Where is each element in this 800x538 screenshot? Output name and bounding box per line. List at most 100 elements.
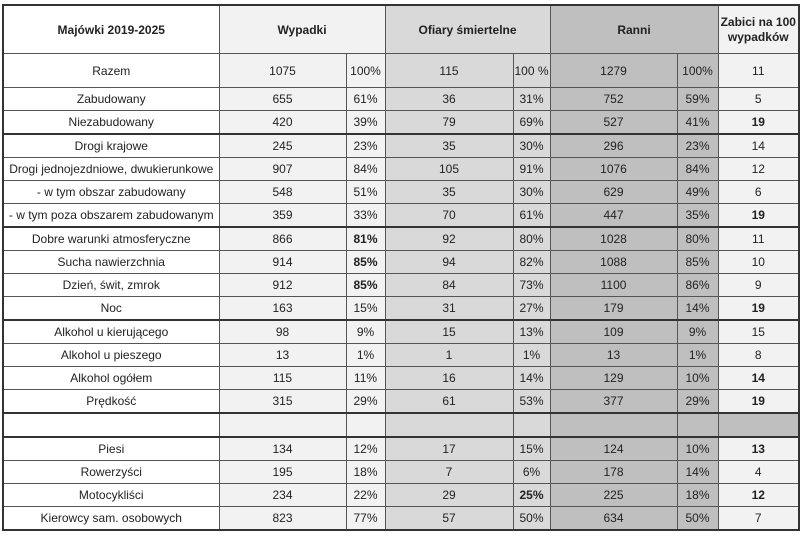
- header-ofiary: Ofiary śmiertelne: [384, 4, 551, 54]
- row-label: Piesi: [2, 436, 220, 461]
- table-body: Razem 1075 100% 115 100 % 1279 100% 11 Zabudowan…: [2, 53, 800, 531]
- zabici-per-100: 10: [717, 250, 800, 274]
- zabici-per-100: 12: [717, 157, 800, 181]
- ranni-percent: 80%: [676, 226, 719, 251]
- wypadki-count: 359: [218, 203, 347, 228]
- wypadki-count: 134: [218, 436, 347, 461]
- ofiary-percent: 61%: [512, 203, 551, 228]
- zabici-per-100: 4: [717, 460, 800, 484]
- row-label: [2, 412, 220, 438]
- ranni-count: 1088: [549, 250, 678, 274]
- row-label: Rowerzyści: [2, 460, 220, 484]
- row-label: Motocykliści: [2, 483, 220, 507]
- ranni-percent: 9%: [676, 319, 719, 344]
- zabici-per-100: [717, 412, 800, 438]
- ofiary-percent: 13%: [512, 319, 551, 344]
- row-label: Noc: [2, 296, 220, 321]
- ranni-percent: 100%: [676, 53, 719, 88]
- wypadki-count: 98: [218, 319, 347, 344]
- wypadki-count: 866: [218, 226, 347, 251]
- ranni-percent: [676, 412, 719, 438]
- ofiary-count: 15: [384, 319, 514, 344]
- table-row: - w tym obszar zabudowany 548 51% 35 30% 629 4…: [2, 180, 800, 204]
- wypadki-count: 234: [218, 483, 347, 507]
- wypadki-count: 195: [218, 460, 347, 484]
- ranni-percent: 49%: [676, 180, 719, 204]
- wypadki-count: [218, 412, 347, 438]
- header-row: Majówki 2019-2025 Wypadki Ofiary śmierte…: [2, 4, 800, 54]
- table-row: Zabudowany 655 61% 36 31% 752 59% 5: [2, 87, 800, 111]
- ranni-percent: 14%: [676, 460, 719, 484]
- ranni-count: 13: [549, 343, 678, 367]
- ofiary-percent: 73%: [512, 273, 551, 297]
- ranni-count: 124: [549, 436, 678, 461]
- wypadki-percent: [345, 412, 386, 438]
- wypadki-percent: 22%: [345, 483, 386, 507]
- ranni-percent: 50%: [676, 506, 719, 531]
- ofiary-count: 57: [384, 506, 514, 531]
- zabici-per-100: 13: [717, 436, 800, 461]
- wypadki-percent: 84%: [345, 157, 386, 181]
- wypadki-percent: 11%: [345, 366, 386, 390]
- row-label: - w tym poza obszarem zabudowanym: [2, 203, 220, 228]
- ofiary-count: 92: [384, 226, 514, 251]
- ofiary-count: 29: [384, 483, 514, 507]
- zabici-per-100: 19: [717, 203, 800, 228]
- ofiary-percent: 80%: [512, 226, 551, 251]
- ranni-count: 629: [549, 180, 678, 204]
- header-zabici: Zabici na 100 wypadków: [717, 4, 800, 54]
- ranni-count: 225: [549, 483, 678, 507]
- ofiary-percent: 53%: [512, 389, 551, 414]
- table-row: Motocykliści 234 22% 29 25% 225 18% 12: [2, 483, 800, 507]
- ofiary-count: 79: [384, 110, 514, 135]
- ranni-count: 527: [549, 110, 678, 135]
- ofiary-percent: 14%: [512, 366, 551, 390]
- ranni-count: 296: [549, 133, 678, 158]
- wypadki-percent: 51%: [345, 180, 386, 204]
- ranni-count: 1279: [549, 53, 678, 88]
- ofiary-percent: 69%: [512, 110, 551, 135]
- wypadki-count: 914: [218, 250, 347, 274]
- ofiary-count: 16: [384, 366, 514, 390]
- ranni-count: 129: [549, 366, 678, 390]
- wypadki-count: 655: [218, 87, 347, 111]
- table-row: Sucha nawierzchnia 914 85% 94 82% 1088 85% 10: [2, 250, 800, 274]
- ranni-percent: 84%: [676, 157, 719, 181]
- zabici-per-100: 19: [717, 296, 800, 321]
- ranni-count: 447: [549, 203, 678, 228]
- zabici-per-100: 7: [717, 506, 800, 531]
- wypadki-percent: 23%: [345, 133, 386, 158]
- ofiary-count: [384, 412, 514, 438]
- ofiary-percent: 50%: [512, 506, 551, 531]
- ranni-count: 178: [549, 460, 678, 484]
- ranni-percent: 1%: [676, 343, 719, 367]
- ranni-percent: 10%: [676, 366, 719, 390]
- table-row: Kierowcy sam. osobowych 823 77% 57 50% 634 50%…: [2, 506, 800, 531]
- ranni-percent: 29%: [676, 389, 719, 414]
- zabici-per-100: 15: [717, 319, 800, 344]
- ofiary-count: 36: [384, 87, 514, 111]
- ranni-count: 634: [549, 506, 678, 531]
- ranni-count: 752: [549, 87, 678, 111]
- wypadki-percent: 77%: [345, 506, 386, 531]
- ofiary-percent: 25%: [512, 483, 551, 507]
- ofiary-count: 17: [384, 436, 514, 461]
- ofiary-percent: [512, 412, 551, 438]
- ofiary-percent: 15%: [512, 436, 551, 461]
- ofiary-count: 35: [384, 180, 514, 204]
- ofiary-percent: 1%: [512, 343, 551, 367]
- ofiary-count: 7: [384, 460, 514, 484]
- ofiary-count: 105: [384, 157, 514, 181]
- table-row: [2, 412, 800, 438]
- row-label: Drogi jednojezdniowe, dwukierunkowe: [2, 157, 220, 181]
- zabici-per-100: 14: [717, 366, 800, 390]
- ofiary-percent: 100 %: [512, 53, 551, 88]
- table-row: Piesi 134 12% 17 15% 124 10% 13: [2, 436, 800, 461]
- ranni-percent: 23%: [676, 133, 719, 158]
- ofiary-count: 94: [384, 250, 514, 274]
- wypadki-percent: 85%: [345, 273, 386, 297]
- row-label: Dzień, świt, zmrok: [2, 273, 220, 297]
- ofiary-percent: 82%: [512, 250, 551, 274]
- zabici-per-100: 11: [717, 53, 800, 88]
- table-row: Drogi jednojezdniowe, dwukierunkowe 907 84…: [2, 157, 800, 181]
